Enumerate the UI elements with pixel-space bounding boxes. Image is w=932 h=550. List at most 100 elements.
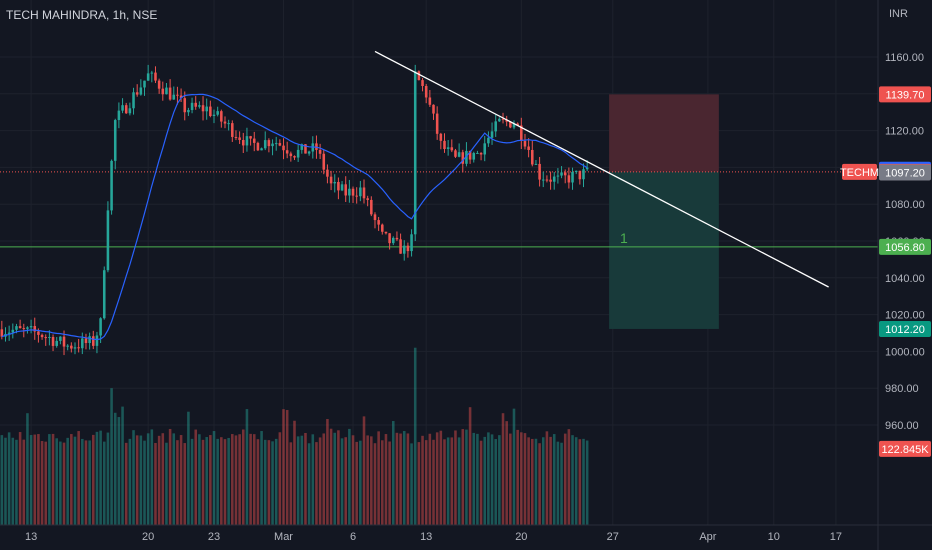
candle-body: [432, 104, 435, 114]
moving-average-line: [1, 93, 588, 341]
candle-body: [373, 214, 377, 221]
candle-body: [62, 336, 66, 347]
volume-bar: [574, 437, 578, 525]
candle-body: [223, 121, 227, 124]
volume-bar: [245, 409, 249, 525]
candle-body: [428, 97, 432, 105]
volume-bar: [285, 410, 289, 525]
volume-bars: [0, 347, 589, 525]
volume-bar: [362, 416, 366, 525]
x-tick-label: 13: [420, 531, 432, 543]
volume-bar: [399, 433, 402, 525]
y-tick-label: 1120.00: [885, 126, 924, 138]
currency-label: INR: [889, 8, 908, 20]
candle-body: [77, 347, 80, 349]
candle-body: [278, 143, 282, 146]
volume-bar: [161, 433, 165, 525]
candle-body: [370, 199, 373, 215]
volume-bar: [190, 438, 194, 525]
candle-body: [201, 105, 205, 112]
position-zones: [609, 94, 719, 329]
volume-bar: [410, 443, 413, 525]
volume-bar: [329, 428, 333, 525]
volume-bar: [293, 420, 296, 525]
volume-bar: [373, 443, 377, 525]
candle-body: [322, 153, 326, 170]
volume-bar: [457, 437, 461, 525]
candle-body: [260, 148, 263, 151]
volume-bar: [355, 441, 358, 525]
volume-bar: [22, 439, 26, 525]
stop-loss-label: 1139.70: [886, 89, 925, 101]
volume-bar: [304, 432, 307, 525]
candle-body: [454, 150, 457, 157]
candle-body: [117, 110, 121, 121]
candle-body: [92, 336, 95, 346]
candle-body: [296, 149, 300, 158]
volume-bar: [7, 432, 11, 525]
candle-body: [135, 92, 139, 95]
candle-body: [132, 92, 135, 109]
volume-bar: [563, 433, 567, 525]
candle-body: [538, 163, 541, 180]
target-label-bg: [879, 320, 931, 337]
candle-body: [231, 123, 234, 137]
candle-body: [161, 88, 165, 95]
x-tick-label: 20: [142, 531, 154, 543]
candle-body: [560, 172, 563, 176]
volume-bar: [231, 434, 234, 525]
candle-body: [289, 153, 293, 157]
candle-body: [102, 270, 106, 319]
volume-bar: [70, 434, 73, 525]
volume-bar: [223, 439, 227, 525]
volume-bar: [527, 437, 530, 525]
volume-bar: [384, 434, 388, 525]
candle-body: [359, 187, 362, 197]
volume-bar: [4, 437, 7, 525]
trendline[interactable]: [374, 50, 829, 288]
candle-body: [344, 184, 347, 196]
volume-bar: [59, 441, 62, 525]
time-axis: 13 20 23 Mar 6 13 20 27 Apr 10 17: [25, 531, 842, 543]
candle-body: [216, 111, 219, 115]
volume-bar: [509, 433, 512, 525]
candle-body: [154, 72, 157, 81]
volume-bar: [435, 432, 439, 525]
volume-bar: [220, 437, 223, 525]
candle-body: [187, 110, 190, 113]
volume-bar: [40, 441, 44, 525]
volume-bar: [238, 434, 241, 525]
candle-body: [209, 106, 212, 117]
volume-bar: [165, 442, 168, 525]
candle-body: [549, 179, 552, 182]
candle-body: [55, 340, 58, 346]
candle-body: [146, 73, 150, 81]
candle-body: [318, 149, 322, 154]
volume-bar: [271, 441, 274, 525]
candle-body: [143, 80, 146, 88]
volume-bar: [132, 430, 135, 525]
volume-bar: [212, 431, 216, 525]
volume-bar: [571, 435, 574, 525]
y-tick-label: 960.00: [885, 420, 919, 432]
candle-body: [527, 146, 530, 150]
candle-body: [391, 237, 395, 244]
volume-bar: [516, 429, 519, 525]
candle-body: [479, 152, 483, 155]
candle-body: [333, 181, 337, 184]
volume-bar: [465, 429, 468, 525]
volume-bar: [37, 434, 40, 525]
volume-bar: [102, 441, 106, 525]
volume-bar: [187, 411, 190, 525]
support-label: 1056.80: [885, 242, 925, 254]
volume-bar: [33, 434, 37, 525]
candle-body: [578, 170, 582, 180]
volume-bar: [267, 440, 271, 525]
volume-bar: [99, 430, 102, 525]
candle-body: [501, 118, 505, 120]
y-tick-label: 980.00: [885, 383, 919, 395]
candle-body: [33, 326, 37, 332]
volume-bar: [29, 435, 33, 525]
candle-body: [421, 80, 424, 86]
